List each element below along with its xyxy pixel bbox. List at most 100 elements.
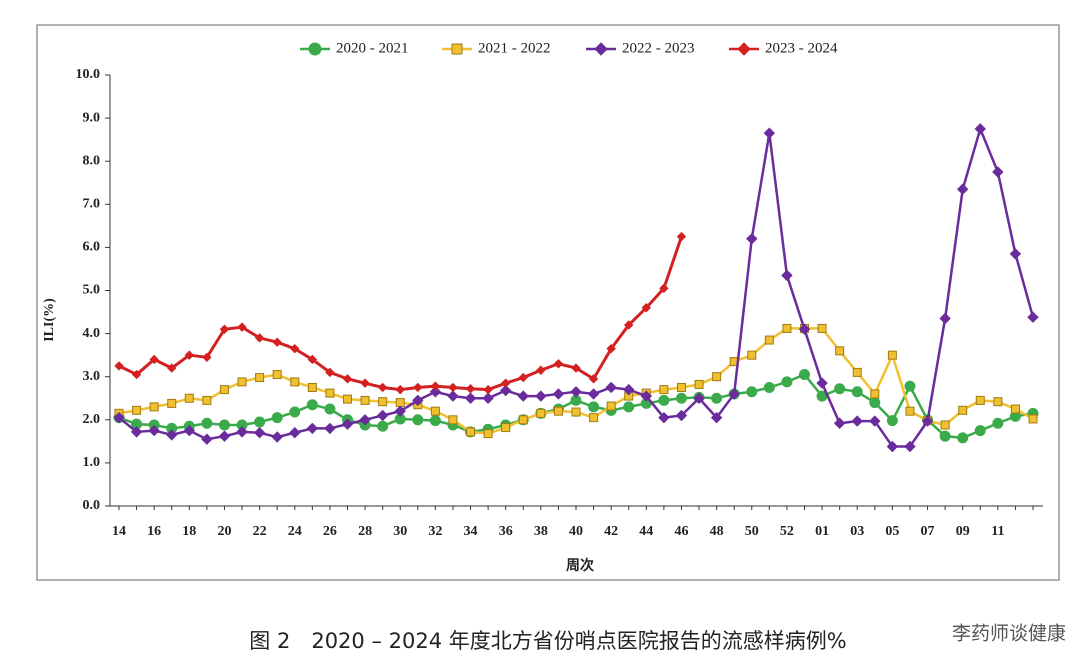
point (764, 335, 774, 345)
legend-label: 2020 - 2021 (336, 40, 409, 56)
point (430, 381, 441, 391)
point (958, 405, 968, 415)
point (377, 382, 388, 393)
point (676, 382, 686, 392)
point (377, 420, 389, 432)
point (272, 337, 282, 347)
point (360, 395, 370, 405)
point (201, 433, 213, 445)
point (149, 402, 159, 412)
point (219, 385, 229, 395)
point (167, 363, 177, 373)
point (271, 431, 283, 443)
x-tick-label: 52 (780, 524, 794, 539)
point (447, 390, 459, 402)
point (746, 386, 758, 398)
point (658, 394, 670, 406)
legend-marker (451, 43, 463, 55)
point (114, 361, 124, 371)
point (641, 303, 652, 313)
point (571, 363, 581, 373)
watermark: 李药师谈健康 (952, 623, 1066, 645)
point (183, 424, 196, 437)
point (694, 379, 704, 389)
point (587, 388, 600, 400)
y-tick-label: 5.0 (83, 283, 101, 298)
point (271, 412, 283, 424)
point (675, 409, 688, 422)
point (851, 386, 863, 398)
point (659, 283, 669, 294)
point (536, 365, 546, 375)
point (517, 390, 529, 402)
point (290, 377, 300, 387)
point (290, 343, 300, 354)
y-tick-label: 3.0 (83, 369, 101, 384)
point (553, 359, 564, 369)
point (940, 420, 950, 430)
point (395, 398, 405, 408)
y-tick-label: 2.0 (83, 412, 101, 427)
point (782, 323, 792, 333)
x-tick-label: 36 (499, 524, 513, 539)
x-tick-label: 07 (921, 524, 935, 539)
point (605, 381, 617, 394)
point (429, 386, 442, 398)
x-tick-label: 16 (147, 524, 161, 539)
point (1028, 414, 1038, 424)
point (588, 401, 600, 413)
point (500, 378, 511, 388)
point (623, 383, 635, 396)
point (975, 395, 985, 405)
legend-marker (308, 42, 322, 56)
point (394, 405, 406, 417)
point (676, 231, 687, 242)
legend-label: 2021 - 2022 (478, 40, 551, 56)
x-tick-label: 09 (956, 524, 970, 539)
point (307, 354, 318, 365)
point (501, 423, 511, 433)
point (711, 392, 723, 404)
point (430, 406, 440, 416)
point (413, 382, 423, 393)
x-tick-label: 26 (323, 524, 337, 539)
point (798, 323, 811, 335)
y-tick-label: 7.0 (83, 197, 101, 212)
point (255, 373, 265, 383)
point (886, 415, 898, 427)
legend-marker (737, 42, 751, 56)
point (623, 401, 635, 413)
point (746, 233, 758, 245)
x-tick-label: 44 (639, 524, 653, 539)
point (658, 411, 670, 424)
point (184, 350, 195, 360)
point (921, 415, 934, 427)
x-tick-label: 40 (569, 524, 583, 539)
y-tick-label: 6.0 (83, 240, 101, 255)
y-tick-label: 1.0 (83, 455, 101, 470)
y-axis-label: ILI(%) (42, 298, 57, 342)
point (904, 440, 916, 453)
point (131, 369, 142, 380)
y-tick-label: 8.0 (83, 153, 101, 168)
point (887, 350, 897, 360)
point (289, 427, 301, 439)
point (799, 369, 810, 381)
point (202, 352, 212, 363)
point (218, 419, 230, 431)
point (553, 406, 563, 416)
point (448, 382, 458, 393)
point (306, 399, 318, 411)
point (710, 411, 723, 424)
point (571, 407, 581, 417)
point (956, 183, 969, 195)
point (202, 395, 212, 405)
point (132, 405, 142, 415)
caption: 图 2 2020 – 2024 年度北方省份哨点医院报告的流感样病例% (249, 629, 846, 653)
x-tick-label: 01 (815, 524, 829, 539)
point (589, 413, 599, 423)
point (712, 372, 722, 382)
point (113, 411, 125, 424)
point (974, 123, 986, 135)
point (448, 415, 458, 425)
